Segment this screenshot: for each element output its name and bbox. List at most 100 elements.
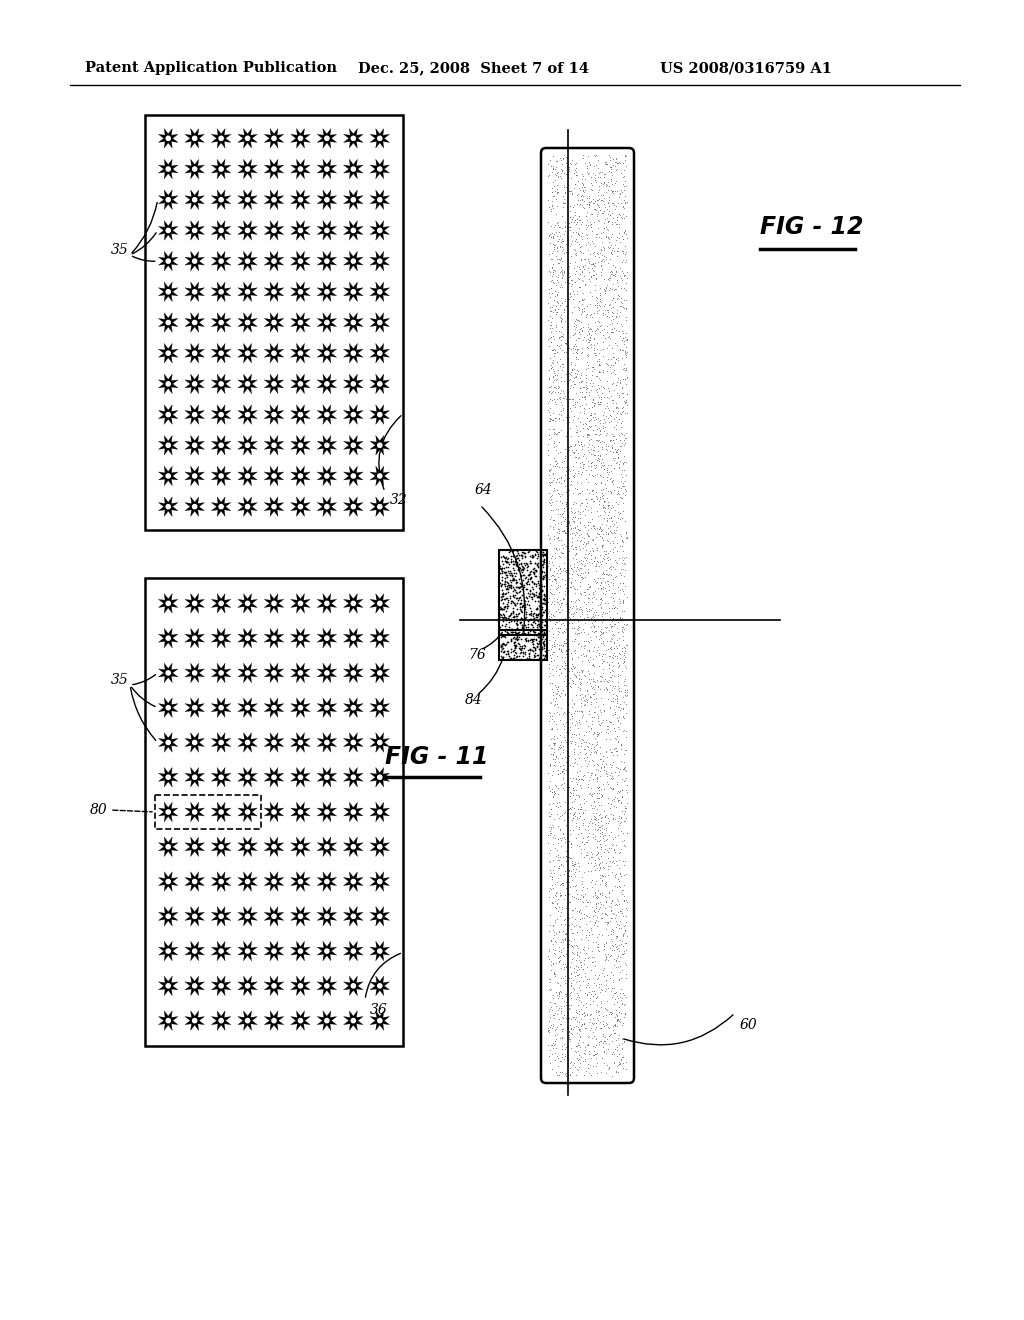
Point (600, 847, 616, 869)
Point (497, 576, 513, 597)
Circle shape (166, 289, 170, 294)
Point (572, 342, 589, 363)
Point (605, 1019, 622, 1040)
Point (605, 705, 622, 726)
Point (562, 730, 579, 751)
Point (496, 640, 512, 661)
Polygon shape (370, 282, 389, 301)
Polygon shape (185, 698, 205, 718)
Point (578, 791, 594, 812)
Point (617, 428, 634, 449)
Point (548, 953, 564, 974)
Point (545, 356, 561, 378)
Point (526, 585, 543, 606)
Point (574, 319, 591, 341)
Point (590, 185, 606, 206)
Point (494, 550, 510, 572)
Point (562, 833, 579, 854)
Point (520, 630, 537, 651)
Point (564, 510, 581, 531)
Point (518, 627, 535, 648)
Point (521, 540, 538, 561)
Point (604, 389, 621, 411)
Point (614, 292, 631, 313)
Point (593, 711, 609, 733)
Circle shape (193, 166, 197, 172)
Point (564, 907, 581, 928)
Point (581, 543, 597, 564)
Point (601, 387, 617, 408)
Point (584, 325, 600, 346)
Point (591, 343, 607, 364)
Point (521, 639, 538, 660)
Point (593, 457, 609, 478)
Point (601, 645, 617, 667)
Point (602, 556, 618, 577)
Point (614, 240, 631, 261)
Point (573, 172, 590, 193)
Point (564, 508, 581, 529)
Point (551, 684, 567, 705)
Point (589, 1052, 605, 1073)
Point (583, 743, 599, 764)
Point (592, 409, 608, 430)
Point (587, 198, 603, 219)
Point (572, 1045, 589, 1067)
Point (605, 954, 622, 975)
Point (528, 554, 545, 576)
Point (577, 883, 593, 904)
Polygon shape (238, 313, 257, 333)
Point (590, 447, 606, 469)
Point (614, 263, 631, 284)
Point (611, 986, 628, 1007)
Point (555, 760, 571, 781)
Point (580, 684, 596, 705)
Point (536, 634, 552, 655)
Point (564, 409, 581, 430)
Polygon shape (185, 436, 205, 455)
Point (569, 610, 586, 631)
Point (558, 523, 574, 544)
Point (517, 598, 534, 619)
Point (592, 504, 608, 525)
Point (512, 545, 528, 566)
Point (588, 408, 604, 429)
Point (592, 486, 608, 507)
Circle shape (298, 166, 302, 172)
Point (561, 799, 578, 820)
Point (608, 158, 625, 180)
Point (587, 407, 603, 428)
Point (599, 153, 615, 174)
Point (554, 206, 570, 227)
Point (545, 325, 561, 346)
Point (613, 424, 630, 445)
Polygon shape (211, 698, 230, 718)
Point (616, 810, 633, 832)
Point (589, 704, 605, 725)
Polygon shape (291, 220, 310, 240)
Point (593, 256, 609, 277)
Point (593, 837, 609, 858)
Point (545, 145, 561, 166)
Point (573, 387, 590, 408)
Point (587, 884, 603, 906)
Point (616, 681, 633, 702)
Point (544, 458, 560, 479)
Point (564, 209, 581, 230)
Point (558, 711, 574, 733)
Point (580, 737, 596, 758)
Point (581, 416, 597, 437)
Point (614, 226, 631, 247)
Point (568, 315, 585, 337)
Point (518, 566, 535, 587)
Point (598, 969, 614, 990)
Point (590, 594, 606, 615)
Point (571, 902, 588, 923)
Point (574, 457, 591, 478)
Polygon shape (264, 466, 284, 486)
Point (589, 449, 605, 470)
Point (590, 1002, 606, 1023)
Point (568, 564, 585, 585)
Point (586, 1044, 602, 1065)
Point (579, 417, 595, 438)
